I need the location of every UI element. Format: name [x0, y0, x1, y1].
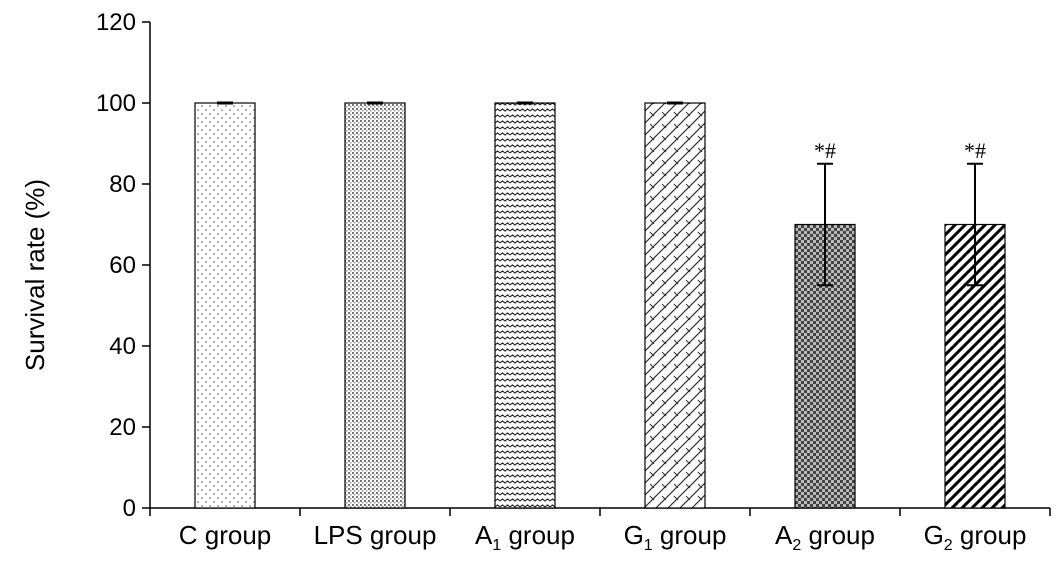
labels-layer: 0 20 40 60 80 100 120 Survival rate (%) C group L…	[20, 9, 1026, 554]
x-tick-label: G1 group	[624, 520, 727, 554]
bars-layer	[194, 101, 1006, 509]
y-tick-label: 40	[109, 333, 136, 360]
bar	[644, 102, 706, 509]
significance-annotation: *#	[814, 138, 836, 163]
x-tick-label: C group	[179, 520, 272, 550]
y-tick-label: 0	[123, 495, 136, 522]
y-axis-label: Survival rate (%)	[20, 179, 50, 371]
bar	[494, 102, 556, 509]
axes	[142, 21, 1051, 516]
x-tick-label: A1 group	[475, 520, 575, 554]
y-tick-label: 120	[96, 9, 136, 36]
significance-annotation: *#	[964, 138, 986, 163]
x-tick-label: LPS group	[314, 520, 437, 550]
y-tick-label: 20	[109, 414, 136, 441]
y-tick-label: 80	[109, 171, 136, 198]
y-tick-label: 60	[109, 252, 136, 279]
x-tick-label: G2 group	[924, 520, 1027, 554]
bar	[194, 102, 256, 509]
y-tick-label: 100	[96, 90, 136, 117]
bar	[344, 102, 406, 509]
x-tick-label: A2 group	[775, 520, 875, 554]
